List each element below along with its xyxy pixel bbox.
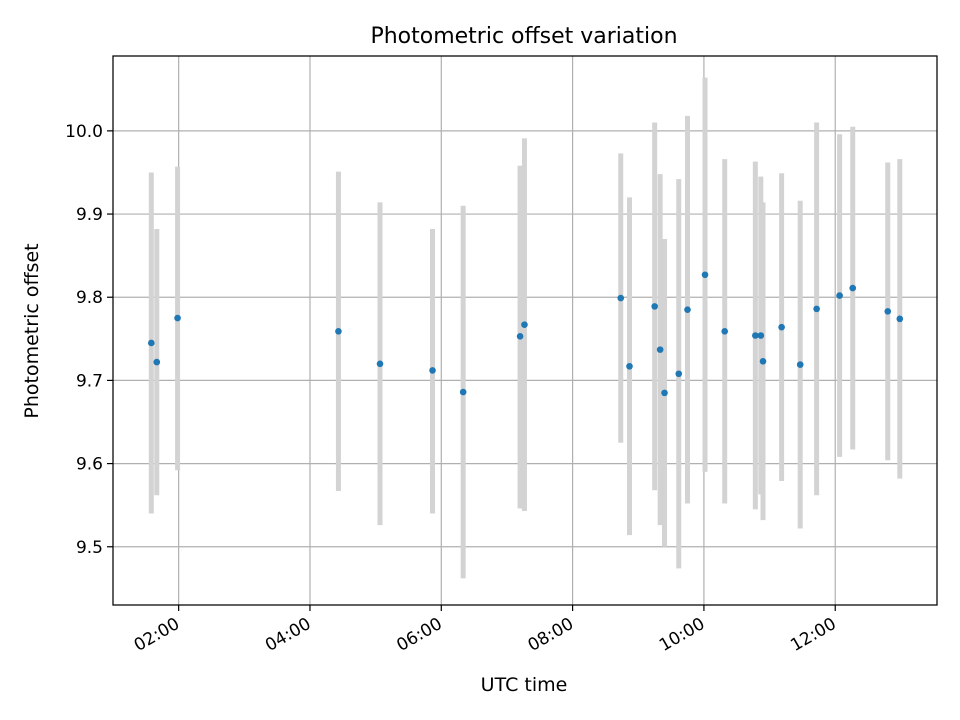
x-tick-label: 04:00 bbox=[262, 614, 314, 656]
data-point bbox=[684, 306, 691, 314]
x-axis-ticks: 02:00 04:00 06:00 08:00 10:00 12:00 bbox=[131, 605, 840, 656]
data-point bbox=[701, 271, 709, 279]
data-points bbox=[148, 271, 904, 397]
data-point bbox=[757, 332, 765, 339]
data-point bbox=[617, 294, 625, 302]
data-point bbox=[884, 308, 892, 315]
y-tick-label: 9.7 bbox=[76, 371, 103, 391]
data-point bbox=[516, 333, 524, 340]
y-axis-ticks: 9.5 9.6 9.7 9.8 9.9 10.0 bbox=[65, 122, 113, 558]
data-point bbox=[651, 303, 658, 310]
data-point bbox=[721, 328, 729, 335]
x-tick-label: 12:00 bbox=[787, 614, 839, 656]
data-point bbox=[836, 292, 843, 299]
y-tick-label: 9.8 bbox=[76, 288, 103, 308]
data-point bbox=[626, 362, 633, 370]
data-point bbox=[661, 389, 668, 397]
y-tick-label: 9.6 bbox=[76, 455, 103, 475]
data-point bbox=[849, 284, 857, 292]
data-point bbox=[429, 367, 436, 374]
data-point bbox=[656, 346, 664, 353]
chart-title: Photometric offset variation bbox=[370, 24, 677, 49]
y-axis-label: Photometric offset bbox=[21, 243, 43, 418]
data-point bbox=[759, 357, 767, 365]
data-point bbox=[896, 315, 904, 323]
data-point bbox=[335, 328, 342, 335]
x-tick-label: 06:00 bbox=[393, 614, 445, 656]
x-axis-label: UTC time bbox=[481, 674, 568, 696]
x-tick-label: 10:00 bbox=[656, 614, 708, 656]
data-point bbox=[813, 305, 820, 313]
plot-frame bbox=[112, 55, 938, 606]
y-tick-label: 10.0 bbox=[65, 122, 103, 142]
data-point bbox=[778, 323, 785, 331]
y-tick-label: 9.9 bbox=[76, 205, 103, 225]
data-point bbox=[148, 339, 155, 347]
error-bars bbox=[148, 77, 903, 579]
y-tick-label: 9.5 bbox=[76, 538, 103, 558]
data-point bbox=[459, 388, 467, 396]
data-point bbox=[376, 360, 384, 368]
x-tick-label: 08:00 bbox=[525, 614, 577, 656]
data-point bbox=[521, 321, 528, 328]
data-point bbox=[752, 332, 759, 339]
data-point bbox=[675, 370, 683, 378]
data-point bbox=[796, 361, 804, 368]
x-tick-label: 02:00 bbox=[131, 614, 183, 656]
data-point bbox=[153, 358, 161, 366]
data-point bbox=[174, 314, 181, 322]
